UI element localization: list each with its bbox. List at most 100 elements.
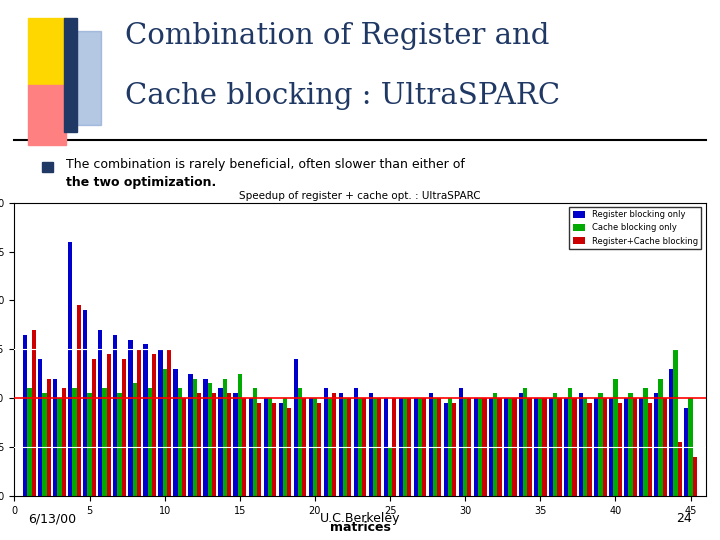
- Bar: [523, 388, 527, 496]
- Bar: [28, 85, 66, 145]
- Bar: [268, 398, 272, 496]
- Bar: [76, 305, 81, 496]
- Bar: [504, 398, 508, 496]
- Legend: Register blocking only, Cache blocking only, Register+Cache blocking: Register blocking only, Cache blocking o…: [570, 207, 701, 249]
- Bar: [647, 403, 652, 496]
- Bar: [283, 398, 287, 496]
- Bar: [493, 393, 498, 496]
- Bar: [238, 374, 242, 496]
- Bar: [369, 393, 373, 496]
- Text: U.C.Berkeley: U.C.Berkeley: [320, 512, 400, 525]
- Bar: [181, 398, 186, 496]
- Bar: [312, 398, 317, 496]
- Bar: [294, 359, 298, 496]
- Bar: [233, 393, 238, 496]
- Bar: [474, 398, 478, 496]
- Bar: [422, 398, 426, 496]
- Bar: [148, 388, 152, 496]
- Bar: [68, 242, 73, 496]
- Bar: [257, 403, 261, 496]
- Bar: [137, 349, 141, 496]
- Bar: [298, 388, 302, 496]
- Text: The combination is rarely beneficial, often slower than either of: The combination is rarely beneficial, of…: [66, 158, 465, 171]
- Bar: [302, 398, 306, 496]
- Bar: [478, 398, 482, 496]
- Bar: [23, 335, 27, 496]
- Bar: [248, 398, 253, 496]
- Bar: [117, 393, 122, 496]
- Bar: [193, 379, 197, 496]
- Bar: [572, 398, 577, 496]
- Bar: [102, 388, 107, 496]
- Title: Speedup of register + cache opt. : UltraSPARC: Speedup of register + cache opt. : Ultra…: [239, 191, 481, 201]
- Bar: [392, 398, 397, 496]
- Bar: [178, 388, 181, 496]
- Bar: [132, 383, 137, 496]
- Bar: [174, 369, 178, 496]
- Bar: [222, 379, 227, 496]
- Bar: [189, 374, 193, 496]
- Bar: [279, 403, 283, 496]
- Bar: [113, 335, 117, 496]
- Bar: [347, 398, 351, 496]
- Bar: [527, 398, 531, 496]
- Bar: [399, 398, 403, 496]
- Bar: [542, 398, 546, 496]
- Bar: [212, 393, 216, 496]
- Bar: [408, 398, 411, 496]
- Bar: [429, 393, 433, 496]
- Bar: [38, 359, 42, 496]
- Bar: [272, 403, 276, 496]
- Bar: [489, 398, 493, 496]
- Bar: [287, 408, 291, 496]
- Bar: [87, 393, 91, 496]
- Bar: [309, 398, 312, 496]
- Bar: [377, 398, 382, 496]
- Bar: [64, 17, 76, 132]
- Bar: [218, 388, 222, 496]
- X-axis label: matrices: matrices: [330, 521, 390, 534]
- Bar: [452, 403, 456, 496]
- Bar: [122, 359, 126, 496]
- Bar: [343, 398, 347, 496]
- Bar: [158, 349, 163, 496]
- Text: the two optimization.: the two optimization.: [66, 176, 217, 188]
- Bar: [227, 393, 231, 496]
- Bar: [639, 398, 644, 496]
- Bar: [354, 388, 358, 496]
- Bar: [358, 398, 362, 496]
- Bar: [42, 162, 53, 172]
- Bar: [328, 398, 332, 496]
- Bar: [47, 379, 51, 496]
- Text: 6/13/00: 6/13/00: [28, 512, 76, 525]
- Bar: [42, 393, 47, 496]
- Bar: [658, 379, 662, 496]
- Bar: [264, 398, 268, 496]
- Bar: [28, 17, 66, 85]
- Bar: [519, 393, 523, 496]
- Bar: [73, 388, 76, 496]
- Bar: [58, 398, 62, 496]
- Bar: [498, 398, 502, 496]
- Bar: [197, 393, 201, 496]
- Text: 24: 24: [676, 512, 692, 525]
- Bar: [588, 403, 592, 496]
- Bar: [107, 354, 111, 496]
- Bar: [98, 330, 102, 496]
- Bar: [618, 403, 622, 496]
- Bar: [323, 388, 328, 496]
- Bar: [594, 398, 598, 496]
- Bar: [433, 398, 437, 496]
- Bar: [152, 354, 156, 496]
- Bar: [684, 408, 688, 496]
- Bar: [482, 398, 487, 496]
- Bar: [693, 457, 697, 496]
- Bar: [549, 398, 553, 496]
- Bar: [534, 398, 539, 496]
- Bar: [384, 398, 388, 496]
- Bar: [603, 398, 607, 496]
- Bar: [362, 398, 366, 496]
- Bar: [128, 340, 132, 496]
- Bar: [437, 398, 441, 496]
- Bar: [242, 398, 246, 496]
